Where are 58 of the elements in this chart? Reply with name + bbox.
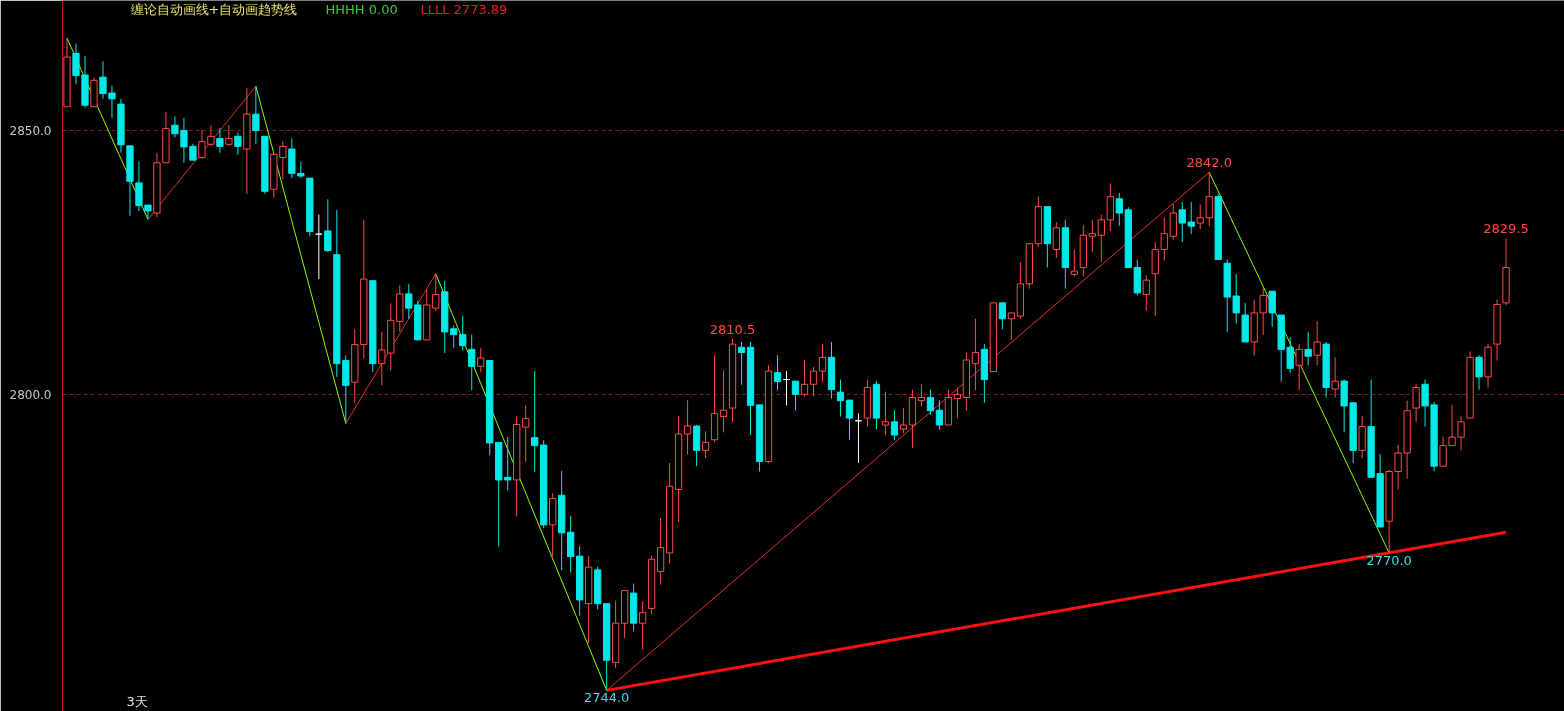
candlestick [1268, 290, 1276, 328]
candlestick [531, 370, 539, 473]
candlestick [1070, 248, 1078, 277]
candlestick [836, 379, 845, 418]
candlestick [1088, 219, 1096, 253]
candlestick [252, 85, 260, 145]
annotation: 2770.0 [1366, 552, 1412, 568]
y-tick-label: 2850.0 [9, 123, 52, 138]
annotation: 2829.5 [1483, 221, 1529, 237]
candlestick [1412, 383, 1420, 423]
candlestick [935, 399, 944, 431]
candlestick [324, 198, 332, 253]
candlestick [953, 388, 962, 419]
candlestick [1106, 182, 1114, 232]
annotation: HHHH 0.00 [325, 1, 398, 17]
candlestick [234, 132, 242, 156]
candlestick [1358, 415, 1366, 459]
candlestick [1304, 331, 1312, 366]
candlestick [809, 366, 818, 397]
candlestick [926, 389, 935, 416]
candlestick [1331, 356, 1339, 398]
candlestick [737, 341, 746, 386]
annotation: 3天 [126, 693, 148, 709]
candlestick [1052, 221, 1060, 259]
candlestick [899, 407, 908, 434]
candlestick [225, 124, 233, 147]
candlestick [845, 399, 854, 441]
annotation: 2744.0 [583, 690, 630, 706]
candlestick [998, 302, 1007, 330]
candlestick [890, 409, 899, 441]
annotation: 2810.5 [709, 321, 756, 337]
y-tick-label: 2800.0 [9, 387, 52, 402]
annotation: 2842.0 [1186, 155, 1232, 171]
candlestick [1142, 274, 1150, 312]
candlestick [701, 430, 710, 459]
candlestick [1475, 354, 1483, 391]
candlestick [522, 404, 530, 463]
candlestick [971, 318, 980, 391]
candlestick [638, 601, 647, 651]
candlestick [719, 370, 728, 433]
candlestick [656, 517, 665, 586]
candlestick [1457, 416, 1465, 451]
candlestick [1313, 320, 1321, 366]
candlestick [818, 343, 827, 383]
candlestick [881, 391, 890, 436]
candlestick [773, 354, 782, 391]
candlestick [1007, 312, 1016, 341]
candlestick [216, 127, 224, 154]
candlestick [791, 380, 800, 412]
candlestick [477, 347, 485, 373]
annotation: LLLL 2773.89 [420, 1, 508, 17]
chart-title: 缠论自动画线+自动画趋势线 [130, 1, 298, 17]
candlestick [1295, 343, 1303, 391]
candlestick [1097, 214, 1105, 263]
candlestick [468, 334, 476, 391]
candlestick [917, 383, 926, 407]
candlestick [683, 399, 692, 456]
candlestick [800, 359, 809, 397]
